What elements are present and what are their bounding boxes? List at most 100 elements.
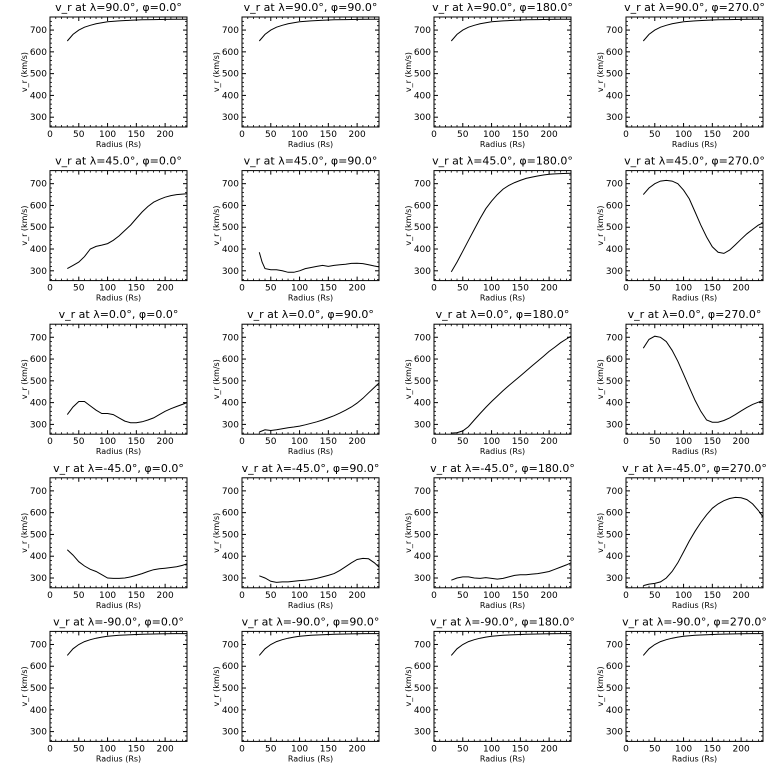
x-tick-label: 150 <box>512 744 529 754</box>
panel-10: v_r at λ=0.0°, φ=90.0° 0 50 100 150 200 300 400… <box>212 308 380 456</box>
y-tick-label: 300 <box>30 113 47 123</box>
y-axis-label: v_r (km/s) <box>20 666 29 706</box>
y-tick-label: 700 <box>414 333 431 343</box>
x-tick-label: 0 <box>239 591 245 601</box>
panel-title: v_r at λ=90.0°, φ=90.0° <box>244 1 378 14</box>
x-axis-label: Radius (Rs) <box>288 601 333 610</box>
panel-title: v_r at λ=-90.0°, φ=180.0° <box>430 615 575 628</box>
x-tick-label: 100 <box>675 591 692 601</box>
panel-2: v_r at λ=90.0°, φ=90.0° 0 50 100 150 200 300 40… <box>212 1 380 149</box>
y-tick-label: 500 <box>222 530 239 540</box>
y-tick-label: 700 <box>414 640 431 650</box>
x-axis-label: Radius (Rs) <box>480 601 525 610</box>
x-tick-label: 200 <box>541 744 558 754</box>
plot-frame <box>241 630 380 742</box>
x-tick-label: 200 <box>157 284 174 294</box>
x-tick-label: 0 <box>623 437 629 447</box>
plot-frame <box>625 477 764 589</box>
x-tick-label: 150 <box>704 284 721 294</box>
y-tick-label: 300 <box>222 267 239 277</box>
y-tick-label: 700 <box>606 180 623 190</box>
x-tick-label: 100 <box>291 744 308 754</box>
x-tick-label: 100 <box>291 284 308 294</box>
x-tick-label: 150 <box>512 284 529 294</box>
y-tick-label: 600 <box>606 662 623 672</box>
y-tick-label: 300 <box>222 574 239 584</box>
x-tick-label: 50 <box>265 437 277 447</box>
x-tick-label: 150 <box>320 284 337 294</box>
x-tick-label: 50 <box>457 744 469 754</box>
x-axis-label: Radius (Rs) <box>288 294 333 303</box>
x-tick-label: 100 <box>483 744 500 754</box>
x-tick-label: 0 <box>623 744 629 754</box>
x-tick-label: 150 <box>512 591 529 601</box>
x-tick-label: 150 <box>128 130 145 140</box>
series-line <box>258 252 380 273</box>
plot-frame <box>625 630 764 742</box>
x-axis-label: Radius (Rs) <box>288 140 333 149</box>
y-tick-label: 400 <box>222 91 239 101</box>
x-tick-label: 200 <box>541 591 558 601</box>
x-tick-label: 50 <box>649 437 661 447</box>
y-axis-label: v_r (km/s) <box>596 206 605 246</box>
x-tick-label: 200 <box>733 437 750 447</box>
y-axis-label: v_r (km/s) <box>404 513 413 553</box>
x-tick-label: 100 <box>675 437 692 447</box>
x-tick-label: 150 <box>128 744 145 754</box>
y-axis-label: v_r (km/s) <box>212 513 221 553</box>
plot-frame <box>433 477 572 589</box>
y-tick-label: 600 <box>414 355 431 365</box>
y-tick-label: 600 <box>222 48 239 58</box>
y-tick-label: 300 <box>30 574 47 584</box>
y-tick-label: 300 <box>222 420 239 430</box>
x-tick-label: 50 <box>457 284 469 294</box>
y-tick-label: 700 <box>414 487 431 497</box>
x-tick-label: 50 <box>265 284 277 294</box>
panel-title: v_r at λ=-90.0°, φ=0.0° <box>53 615 184 628</box>
x-axis-label: Radius (Rs) <box>96 294 141 303</box>
x-tick-label: 50 <box>265 130 277 140</box>
plot-frame <box>49 170 188 282</box>
plot-frame <box>625 170 764 282</box>
y-axis-label: v_r (km/s) <box>404 666 413 706</box>
x-tick-label: 200 <box>733 591 750 601</box>
y-tick-label: 700 <box>30 333 47 343</box>
x-tick-label: 200 <box>349 437 366 447</box>
x-tick-label: 0 <box>239 130 245 140</box>
x-tick-label: 150 <box>320 130 337 140</box>
x-tick-label: 50 <box>73 284 85 294</box>
y-axis-label: v_r (km/s) <box>20 52 29 92</box>
x-tick-label: 0 <box>47 437 53 447</box>
panel-8: v_r at λ=45.0°, φ=270.0° 0 50 100 150 200 300 4… <box>596 155 765 303</box>
y-tick-label: 500 <box>414 223 431 233</box>
y-tick-label: 400 <box>414 91 431 101</box>
series-line <box>67 193 188 270</box>
panel-title: v_r at λ=0.0°, φ=270.0° <box>628 308 762 321</box>
y-axis-label: v_r (km/s) <box>212 666 221 706</box>
panel-7: v_r at λ=45.0°, φ=180.0° 0 50 100 150 200 300 4… <box>404 155 573 303</box>
x-tick-label: 150 <box>512 130 529 140</box>
y-tick-label: 500 <box>606 530 623 540</box>
y-tick-label: 600 <box>606 48 623 58</box>
y-tick-label: 400 <box>414 245 431 255</box>
series-line <box>642 18 763 42</box>
y-axis-label: v_r (km/s) <box>596 359 605 399</box>
y-tick-label: 600 <box>222 201 239 211</box>
y-tick-label: 500 <box>222 684 239 694</box>
x-tick-label: 200 <box>541 284 558 294</box>
x-tick-label: 200 <box>157 591 174 601</box>
y-tick-label: 500 <box>414 377 431 387</box>
y-tick-label: 600 <box>30 355 47 365</box>
y-tick-label: 300 <box>606 728 623 738</box>
panel-13: v_r at λ=-45.0°, φ=0.0° 0 50 100 150 200 300 40… <box>20 462 188 610</box>
y-tick-label: 400 <box>30 245 47 255</box>
panel-title: v_r at λ=0.0°, φ=90.0° <box>247 308 374 321</box>
x-tick-label: 50 <box>649 744 661 754</box>
plot-frame <box>433 16 572 128</box>
x-tick-label: 100 <box>291 130 308 140</box>
y-tick-label: 500 <box>414 70 431 80</box>
y-tick-label: 500 <box>606 377 623 387</box>
plot-frame <box>49 477 188 589</box>
x-tick-label: 150 <box>128 591 145 601</box>
series-line <box>258 633 379 656</box>
